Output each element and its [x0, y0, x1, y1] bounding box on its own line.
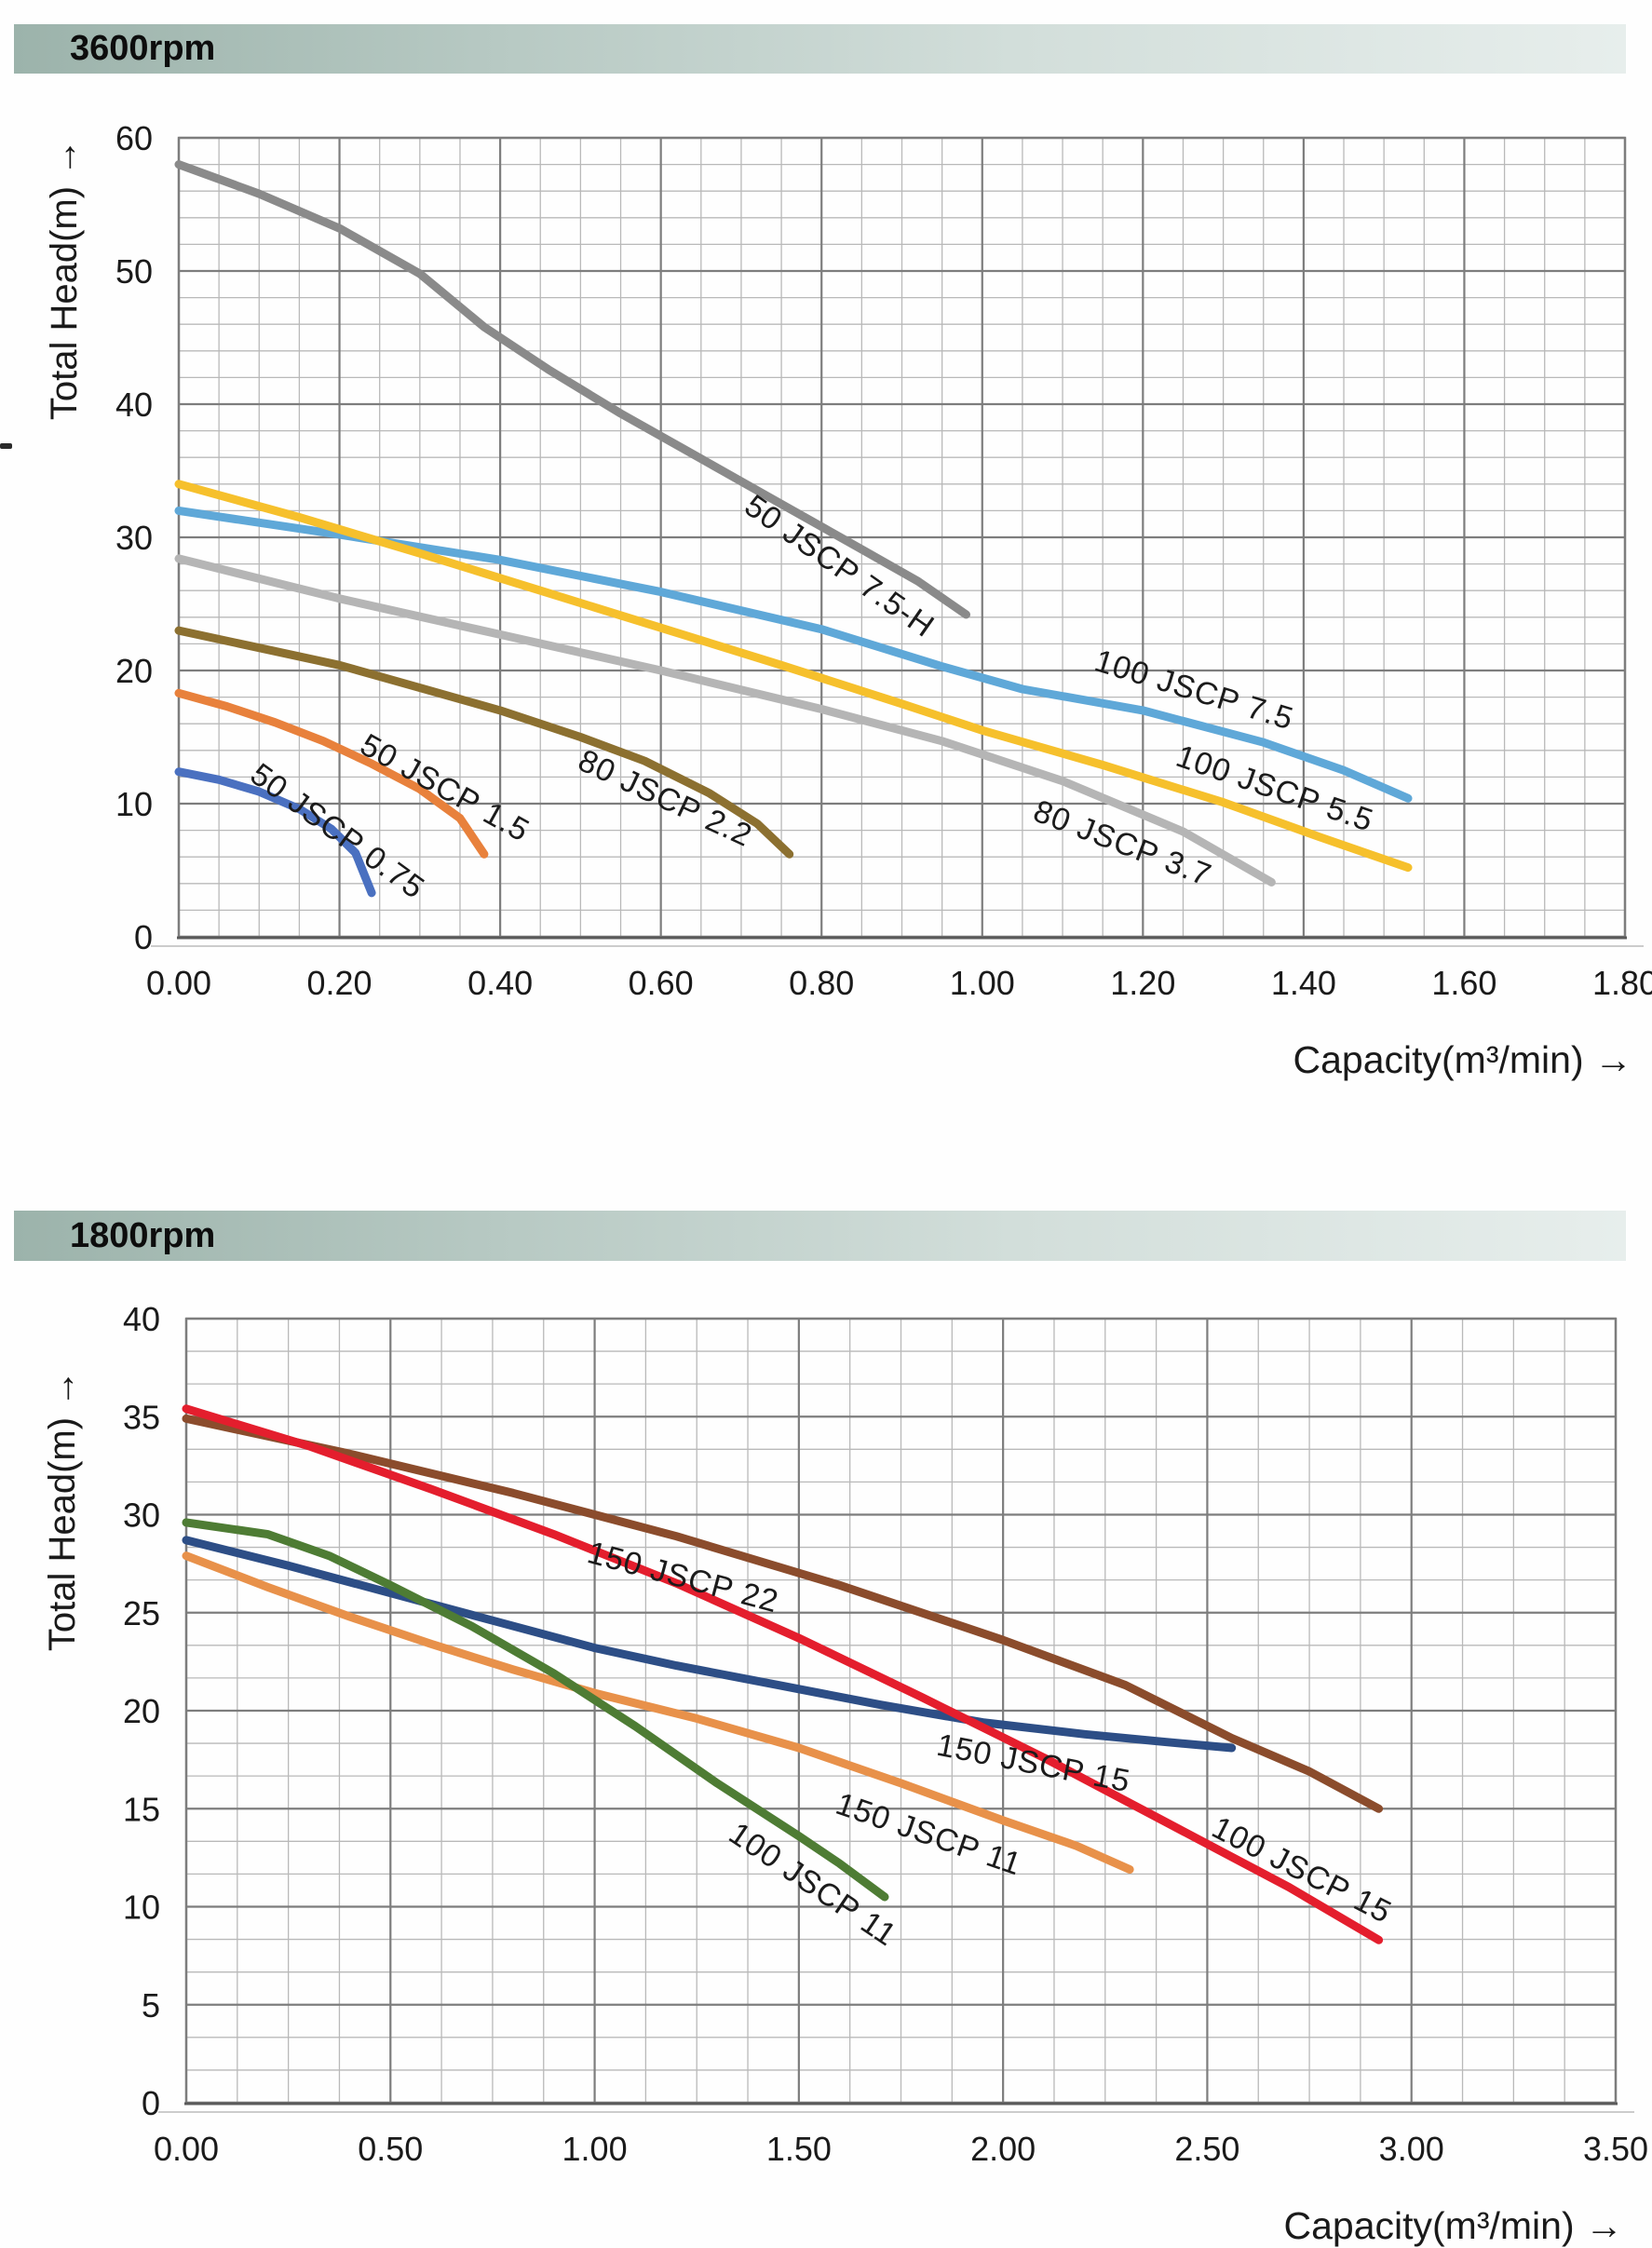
x-tick-label: 0.00: [146, 964, 211, 1002]
y-axis-title: Total Head(m) →: [44, 139, 85, 420]
header-3600rpm: 3600rpm: [14, 24, 1626, 74]
x-tick-label: 1.00: [950, 964, 1015, 1002]
curve-label-100 JSCP 15: 100 JSCP 15: [1206, 1809, 1397, 1930]
curve-50 JSCP 0.75: [174, 767, 376, 898]
curve-150 JSCP 11: [182, 1551, 1134, 1874]
y-tick-label: 20: [115, 652, 153, 690]
y-tick-label: 50: [115, 252, 153, 291]
x-tick-label: 2.00: [970, 2130, 1036, 2168]
curve-50 JSCP 7.5-H: [174, 160, 970, 619]
y-tick-label: 40: [123, 1300, 160, 1338]
x-tick-label: 0.40: [467, 964, 533, 1002]
y-tick-label: 30: [123, 1496, 160, 1535]
y-tick-label: 25: [123, 1594, 160, 1632]
y-tick-label: 40: [115, 386, 153, 424]
y-axis-title: Total Head(m) →: [42, 1370, 83, 1651]
curve-label-80 JSCP 2.2: 80 JSCP 2.2: [573, 743, 757, 855]
curve-150 JSCP 22: [182, 1414, 1384, 1813]
header-1800rpm: 1800rpm: [14, 1211, 1626, 1261]
x-tick-label: 1.60: [1431, 964, 1496, 1002]
curve-100 JSCP 11: [182, 1518, 889, 1902]
x-tick-label: 1.50: [766, 2130, 832, 2168]
y-tick-label: 35: [123, 1398, 160, 1436]
x-tick-label: 1.80: [1592, 964, 1652, 1002]
x-tick-label: 1.20: [1110, 964, 1175, 1002]
x-tick-label: 0.00: [154, 2130, 219, 2168]
x-axis-title: Capacity(m³/min) →: [1284, 2204, 1623, 2247]
x-tick-label: 2.50: [1174, 2130, 1239, 2168]
header-1800rpm-label: 1800rpm: [70, 1215, 216, 1255]
scan-artifact: [0, 443, 12, 449]
curve-label-100 JSCP 11: 100 JSCP 11: [723, 1816, 903, 1954]
curve-100 JSCP 7.5: [174, 506, 1413, 803]
curve-80 JSCP 2.2: [174, 626, 794, 859]
y-tick-label: 30: [115, 519, 153, 557]
curve-80 JSCP 3.7: [174, 554, 1276, 887]
curve-label-150 JSCP 11: 150 JSCP 11: [832, 1786, 1026, 1883]
x-tick-label: 0.50: [358, 2130, 423, 2168]
y-tick-label: 20: [123, 1692, 160, 1730]
curve-100 JSCP 15: [182, 1404, 1384, 1944]
y-tick-label: 15: [123, 1790, 160, 1828]
x-tick-label: 3.50: [1583, 2130, 1648, 2168]
header-3600rpm-label: 3600rpm: [70, 29, 216, 68]
y-tick-label: 10: [123, 1889, 160, 1927]
y-tick-label: 0: [142, 2084, 160, 2122]
x-tick-label: 1.40: [1271, 964, 1336, 1002]
x-tick-label: 0.60: [629, 964, 694, 1002]
x-tick-label: 3.00: [1379, 2130, 1444, 2168]
x-tick-label: 0.20: [307, 964, 372, 1002]
x-axis-title: Capacity(m³/min) →: [1293, 1038, 1632, 1081]
curve-50 JSCP 1.5: [174, 688, 489, 859]
x-tick-label: 0.80: [789, 964, 854, 1002]
curve-100 JSCP 5.5: [174, 480, 1413, 873]
y-tick-label: 5: [142, 1986, 160, 2025]
curve-150 JSCP 15: [182, 1536, 1237, 1753]
y-tick-label: 0: [134, 918, 153, 956]
y-tick-label: 10: [115, 785, 153, 823]
x-tick-label: 1.00: [562, 2130, 628, 2168]
y-tick-label: 60: [115, 119, 153, 157]
